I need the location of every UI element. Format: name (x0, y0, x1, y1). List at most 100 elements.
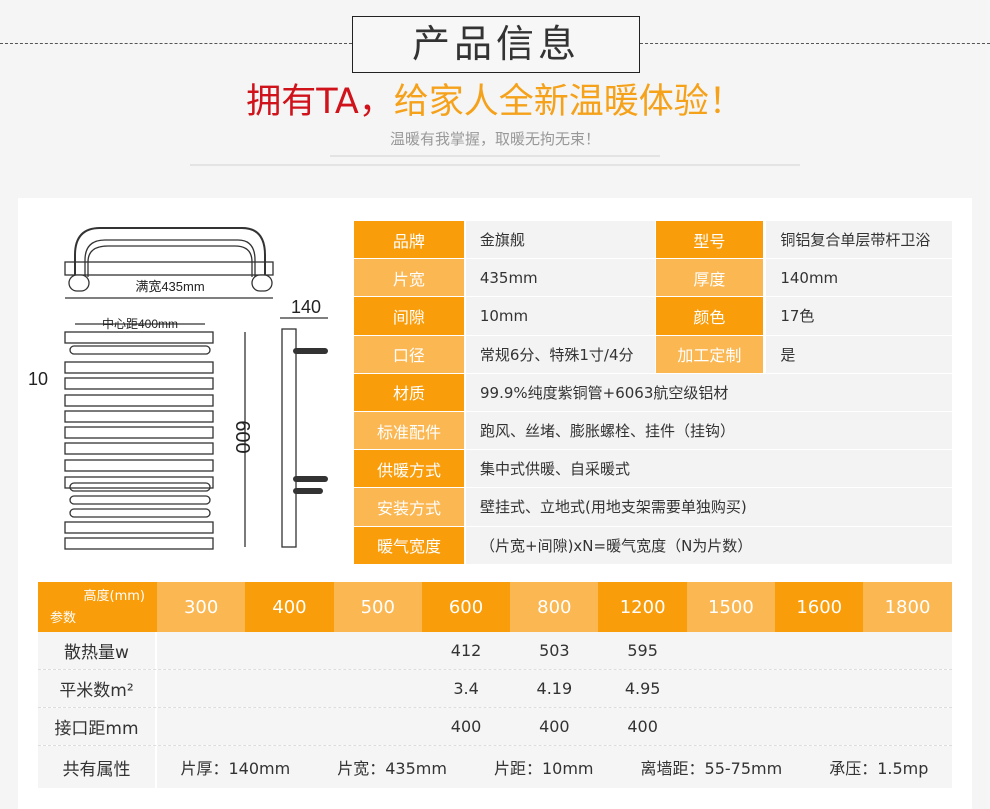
center-distance-label: 中心距400mm (102, 316, 178, 331)
param-cell (863, 632, 952, 669)
radiator-bar (64, 426, 214, 439)
common-attr: 片宽：435mm (337, 759, 447, 778)
corner-bottom-label: 参数 (50, 611, 77, 626)
spec-label: 型号 (655, 221, 764, 260)
height-header: 800 (510, 582, 599, 632)
spec-label: 标准配件 (354, 411, 464, 451)
param-cell (245, 708, 334, 745)
spec-label: 安装方式 (354, 488, 464, 527)
param-cell: 412 (421, 632, 511, 669)
param-cell: 400 (510, 708, 599, 745)
common-attr: 离墙距：55-75mm (640, 759, 783, 778)
height-label: 600 (231, 420, 253, 453)
height-header: 300 (157, 582, 246, 632)
slogan: 拥有TA，给家人全新温暖体验！ (0, 80, 990, 124)
spec-row: 材质 99.9%纯度紫铜管+6063航空级铝材 (354, 373, 952, 412)
params-row: 平米数m² 3.4 4.19 4.95 (38, 670, 952, 708)
param-cell (245, 632, 334, 669)
spec-label: 材质 (354, 373, 464, 412)
spec-label: 加工定制 (655, 335, 764, 374)
spec-value: 铜铝复合单层带杆卫浴 (766, 221, 953, 260)
spec-value: 10mm (465, 297, 655, 336)
radiator-bar (64, 361, 214, 374)
param-cell (333, 632, 422, 669)
common-attr: 片距：10mm (493, 759, 594, 778)
height-header: 600 (421, 582, 511, 632)
radiator-bar (64, 521, 214, 534)
spec-label: 片宽 (354, 259, 464, 298)
corner-cell: 高度(mm) 参数 (38, 582, 157, 632)
spec-row: 口径 常规6分、特殊1寸/4分 加工定制是 (354, 335, 953, 374)
height-header: 500 (333, 582, 422, 632)
param-cell (157, 670, 246, 707)
radiator-bar (64, 331, 214, 344)
spec-label: 暖气宽度 (354, 526, 464, 565)
spec-label: 品牌 (354, 221, 464, 260)
param-cell (863, 708, 952, 745)
spec-row: 标准配件 跑风、丝堵、膨胀螺栓、挂件（挂钩） (354, 411, 952, 451)
height-header: 1600 (775, 582, 864, 632)
row-label: 共有属性 (38, 746, 157, 788)
param-cell (775, 632, 864, 669)
param-cell (333, 708, 422, 745)
spec-value: 壁挂式、立地式(用地支架需要单独购买) (466, 488, 952, 527)
params-header: 高度(mm) 参数 300 400 500 600 800 1200 1500 1600 180… (38, 582, 952, 632)
spec-label: 颜色 (655, 297, 764, 336)
spec-value: （片宽+间隙)xN=暖气宽度（N为片数） (466, 526, 952, 565)
radiator-diagram: 满宽435mm 中心距400mm 600 10 140 (28, 227, 328, 550)
param-cell: 4.95 (598, 670, 687, 707)
param-cell: 400 (598, 708, 687, 745)
param-cell (245, 670, 334, 707)
param-cell: 595 (598, 632, 687, 669)
param-cell (775, 708, 864, 745)
params-row: 散热量w 412 503 595 (38, 632, 952, 670)
height-header: 1500 (686, 582, 776, 632)
radiator-bar (64, 459, 214, 472)
param-cell (686, 632, 776, 669)
depth-label: 140 (291, 297, 321, 317)
param-cell: 503 (510, 632, 599, 669)
radiator-bar (69, 495, 211, 505)
spec-row: 安装方式 壁挂式、立地式(用地支架需要单独购买) (354, 488, 952, 527)
spec-value: 140mm (766, 259, 953, 298)
radiator-bar (69, 508, 211, 518)
spec-value: 17色 (766, 297, 953, 336)
spec-label: 供暖方式 (354, 450, 464, 489)
slogan-orange: 给家人全新温暖体验！ (393, 82, 744, 122)
radiator-bar (69, 345, 211, 355)
spec-value: 跑风、丝堵、膨胀螺栓、挂件（挂钩） (466, 411, 952, 451)
param-cell (775, 670, 864, 707)
radiator-bar (69, 482, 211, 492)
radiator-bar (64, 476, 214, 489)
spec-row: 品牌 金旗舰 型号 铜铝复合单层带杆卫浴 (354, 221, 953, 260)
gap-label: 10 (28, 369, 48, 389)
common-attrs-row: 共有属性 片厚：140mm 片宽：435mm 片距：10mm 离墙距：55-75mm 承… (38, 746, 952, 788)
spec-row: 暖气宽度 （片宽+间隙)xN=暖气宽度（N为片数） (354, 526, 952, 565)
spec-value: 常规6分、特殊1寸/4分 (465, 335, 655, 374)
spec-label: 间隙 (354, 297, 464, 336)
radiator-bar (64, 410, 214, 423)
fine-print (190, 164, 800, 166)
row-label: 接口距mm (38, 708, 157, 745)
divider-left (0, 43, 352, 44)
param-cell: 400 (421, 708, 511, 745)
radiator-bars (64, 331, 214, 550)
spec-row: 片宽 435mm 厚度 140mm (354, 259, 953, 298)
fine-print (330, 155, 660, 157)
corner-top-label: 高度(mm) (83, 589, 145, 604)
radiator-bar (64, 377, 214, 390)
slogan-red: 拥有TA， (246, 82, 394, 122)
radiator-bar (64, 537, 214, 550)
params-table: 高度(mm) 参数 300 400 500 600 800 1200 1500 1600 180… (38, 582, 952, 788)
row-label: 平米数m² (38, 670, 157, 707)
radiator-bar (64, 442, 214, 455)
full-width-label: 满宽435mm (135, 279, 204, 294)
param-cell (686, 670, 776, 707)
spec-value: 金旗舰 (465, 221, 655, 260)
spec-value: 99.9%纯度紫铜管+6063航空级铝材 (466, 373, 952, 412)
spec-row: 间隙 10mm 颜色 17色 (354, 297, 953, 336)
spec-value: 是 (766, 335, 953, 374)
spec-value: 435mm (465, 259, 655, 298)
divider-right (640, 43, 990, 44)
common-attr: 片厚：140mm (180, 759, 291, 778)
